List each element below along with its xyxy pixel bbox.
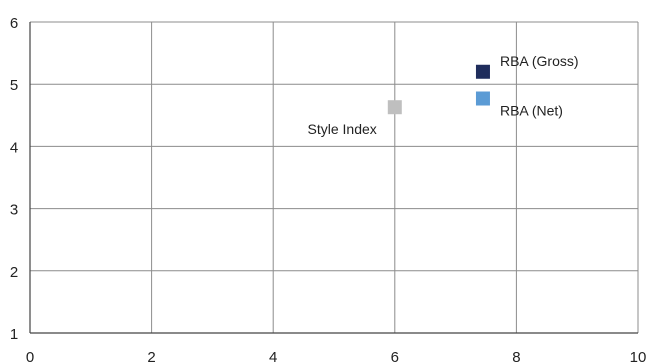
y-tick-label: 4 [10,139,18,156]
x-tick-label: 4 [269,349,277,364]
point-style-index [387,100,402,115]
point-labels: RBA (Gross) RBA (Net) Style Index [308,53,579,137]
axes [29,22,638,334]
point-label-rba-net: RBA (Net) [500,103,563,119]
point-label-rba-gross: RBA (Gross) [500,53,579,69]
y-tick-label: 6 [10,15,18,32]
y-tick-label: 3 [10,202,18,219]
point-rba-gross [475,64,490,79]
x-tick-label: 2 [147,349,155,364]
x-tick-label: 6 [391,349,399,364]
y-tick-labels: 1 2 3 4 5 6 [10,15,18,343]
y-tick-label: 5 [10,77,18,94]
point-rba-net [475,91,490,106]
data-points [387,64,490,115]
x-tick-labels: 0 2 4 6 8 10 [26,349,647,364]
y-tick-label: 2 [10,264,18,281]
y-tick-label: 1 [10,326,18,343]
point-label-style-index: Style Index [308,121,377,137]
x-tick-label: 8 [512,349,520,364]
x-tick-label: 0 [26,349,34,364]
x-tick-label: 10 [630,349,647,364]
